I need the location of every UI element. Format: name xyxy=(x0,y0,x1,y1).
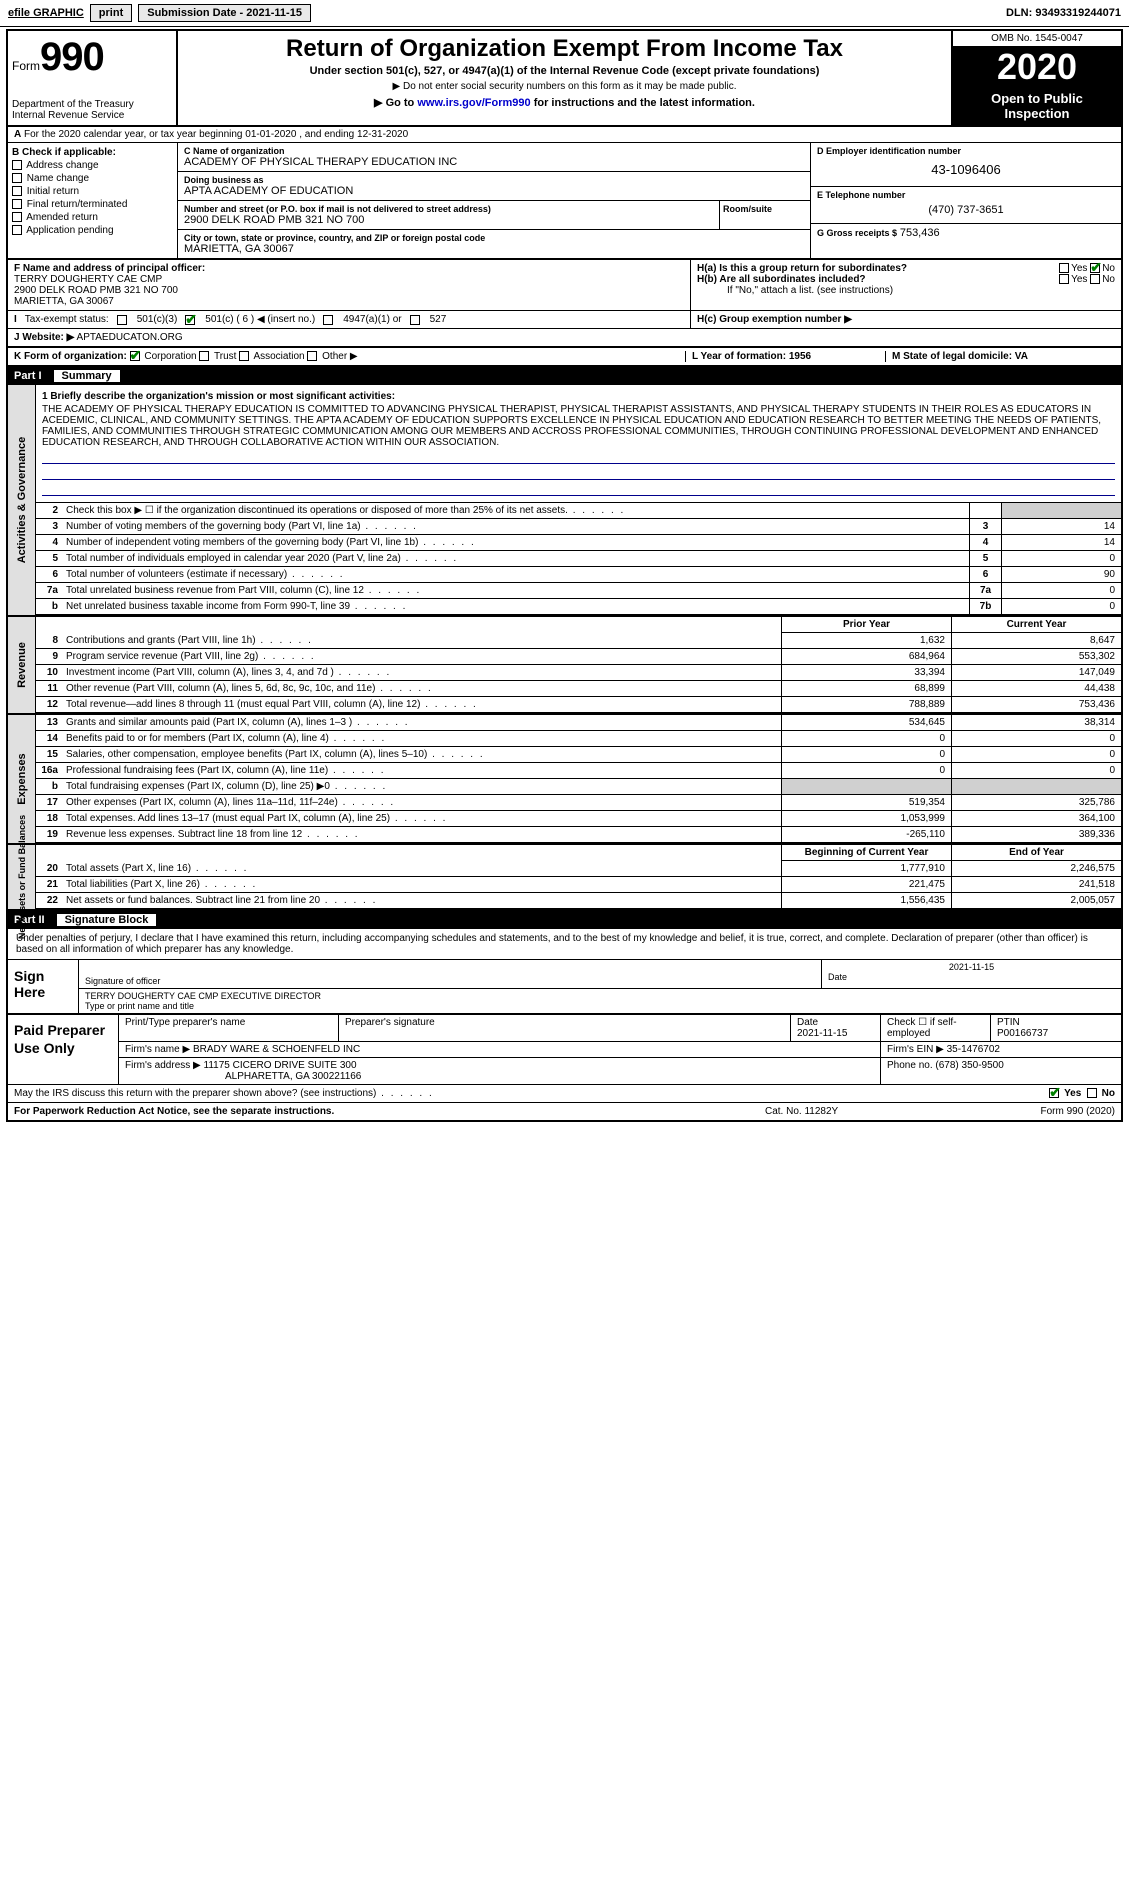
part1-header: Part I Summary xyxy=(8,367,1121,385)
data-row: 21Total liabilities (Part X, line 26)221… xyxy=(36,877,1121,893)
gov-row: bNet unrelated business taxable income f… xyxy=(36,599,1121,615)
department: Department of the Treasury Internal Reve… xyxy=(12,99,172,121)
data-row: 22Net assets or fund balances. Subtract … xyxy=(36,893,1121,909)
gov-row: 3Number of voting members of the governi… xyxy=(36,519,1121,535)
tax-exempt-row: I Tax-exempt status: 501(c)(3) 501(c) ( … xyxy=(8,311,691,329)
entity-section: B Check if applicable: Address change Na… xyxy=(8,143,1121,260)
data-row: 20Total assets (Part X, line 16)1,777,91… xyxy=(36,861,1121,877)
header-mid: Return of Organization Exempt From Incom… xyxy=(178,31,951,125)
form-header: Form990 Department of the Treasury Inter… xyxy=(8,31,1121,127)
data-row: 17Other expenses (Part IX, column (A), l… xyxy=(36,795,1121,811)
subdate-button[interactable]: Submission Date - 2021-11-15 xyxy=(138,4,311,22)
officer-row: F Name and address of principal officer:… xyxy=(8,260,1121,311)
data-row: 8Contributions and grants (Part VIII, li… xyxy=(36,633,1121,649)
activities-governance: Activities & Governance 1 Briefly descri… xyxy=(8,385,1121,617)
check-applicable: B Check if applicable: Address change Na… xyxy=(8,143,178,258)
part2-header: Part II Signature Block xyxy=(8,911,1121,929)
data-row: bTotal fundraising expenses (Part IX, co… xyxy=(36,779,1121,795)
expenses-section: Expenses 13Grants and similar amounts pa… xyxy=(8,715,1121,845)
form-number: Form990 xyxy=(12,35,172,80)
gov-row: 6Total number of volunteers (estimate if… xyxy=(36,567,1121,583)
mission: 1 Briefly describe the organization's mi… xyxy=(36,385,1121,503)
data-row: 16aProfessional fundraising fees (Part I… xyxy=(36,763,1121,779)
data-row: 12Total revenue—add lines 8 through 11 (… xyxy=(36,697,1121,713)
header-right: OMB No. 1545-0047 2020 Open to Public In… xyxy=(951,31,1121,125)
efile-link[interactable]: efile GRAPHIC xyxy=(8,7,84,19)
data-row: 18Total expenses. Add lines 13–17 (must … xyxy=(36,811,1121,827)
header-left: Form990 Department of the Treasury Inter… xyxy=(8,31,178,125)
data-row: 9Program service revenue (Part VIII, lin… xyxy=(36,649,1121,665)
topbar: efile GRAPHIC print Submission Date - 20… xyxy=(0,0,1129,27)
goto-notice: ▶ Go to www.irs.gov/Form990 for instruct… xyxy=(184,96,945,109)
omb-number: OMB No. 1545-0047 xyxy=(953,31,1121,47)
tax-year: 2020 xyxy=(953,47,1121,87)
sign-here: Sign Here Signature of officer 2021-11-1… xyxy=(8,959,1121,1013)
gov-row: 7aTotal unrelated business revenue from … xyxy=(36,583,1121,599)
paid-preparer: Paid Preparer Use Only Print/Type prepar… xyxy=(8,1013,1121,1084)
form-container: Form990 Department of the Treasury Inter… xyxy=(6,29,1123,1122)
netassets-section: Net Assets or Fund Balances Beginning of… xyxy=(8,845,1121,911)
discuss-row: May the IRS discuss this return with the… xyxy=(8,1084,1121,1102)
org-name-block: C Name of organization ACADEMY OF PHYSIC… xyxy=(178,143,811,258)
form-org-row: K Form of organization: Corporation Trus… xyxy=(8,348,1121,367)
data-row: 15Salaries, other compensation, employee… xyxy=(36,747,1121,763)
subtitle: Under section 501(c), 527, or 4947(a)(1)… xyxy=(184,65,945,77)
gov-row: 5Total number of individuals employed in… xyxy=(36,551,1121,567)
open-inspection: Open to Public Inspection xyxy=(953,87,1121,125)
data-row: 14Benefits paid to or for members (Part … xyxy=(36,731,1121,747)
perjury-text: Under penalties of perjury, I declare th… xyxy=(8,929,1121,959)
gov-row: 2Check this box ▶ ☐ if the organization … xyxy=(36,503,1121,519)
data-row: 11Other revenue (Part VIII, column (A), … xyxy=(36,681,1121,697)
revenue-section: Revenue Prior YearCurrent Year 8Contribu… xyxy=(8,617,1121,715)
form-title: Return of Organization Exempt From Incom… xyxy=(184,35,945,63)
gov-row: 4Number of independent voting members of… xyxy=(36,535,1121,551)
data-row: 13Grants and similar amounts paid (Part … xyxy=(36,715,1121,731)
ssn-notice: ▶ Do not enter social security numbers o… xyxy=(184,81,945,92)
dln: DLN: 93493319244071 xyxy=(1006,7,1121,19)
irs-link[interactable]: www.irs.gov/Form990 xyxy=(417,97,530,109)
data-row: 19Revenue less expenses. Subtract line 1… xyxy=(36,827,1121,843)
ein-block: D Employer identification number 43-1096… xyxy=(811,143,1121,258)
website-row: J Website: ▶ APTAEDUCATON.ORG xyxy=(8,329,1121,348)
period-row: A For the 2020 calendar year, or tax yea… xyxy=(8,127,1121,143)
print-button[interactable]: print xyxy=(90,4,132,22)
data-row: 10Investment income (Part VIII, column (… xyxy=(36,665,1121,681)
footer: For Paperwork Reduction Act Notice, see … xyxy=(8,1102,1121,1120)
